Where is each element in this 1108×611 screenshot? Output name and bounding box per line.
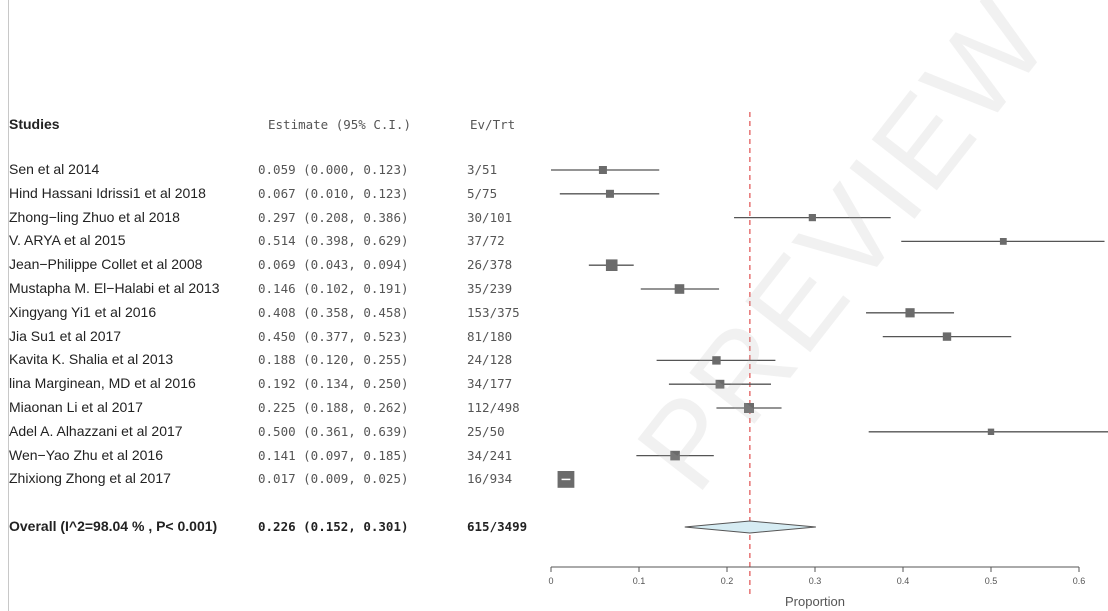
study-name: Xingyang Yi1 et al 2016: [9, 303, 157, 320]
events-total: 30/101: [467, 209, 513, 225]
x-tick-label: 0: [548, 576, 553, 586]
study-row: V. ARYA et al 2015 0.514 (0.398, 0.629) 37…: [0, 230, 1108, 252]
study-name: Wen−Yao Zhu et al 2016: [9, 446, 163, 463]
study-name: Jia Su1 et al 2017: [9, 327, 122, 344]
study-name: lina Marginean, MD et al 2016: [9, 375, 196, 392]
left-border-line: [8, 0, 9, 611]
estimate-ci: 0.192 (0.134, 0.250): [258, 376, 409, 392]
events-total: 81/180: [467, 328, 513, 344]
study-row: Miaonan Li et al 2017 0.225 (0.188, 0.262…: [0, 397, 1108, 419]
estimate-marker: [744, 403, 754, 413]
study-name: Hind Hassani Idrissi1 et al 2018: [9, 184, 206, 201]
estimate-ci: 0.059 (0.000, 0.123): [258, 162, 409, 177]
header-studies: Studies: [9, 116, 60, 132]
study-name: Zhong−ling Zhuo et al 2018: [9, 208, 180, 225]
estimate-marker: [715, 379, 725, 389]
events-total: 35/239: [467, 281, 513, 296]
estimate-ci: 0.408 (0.358, 0.458): [258, 304, 409, 320]
estimate-ci: 0.017 (0.009, 0.025): [258, 471, 409, 487]
estimate-ci: 0.297 (0.208, 0.386): [258, 209, 409, 225]
estimate-marker: [942, 332, 952, 341]
study-name: Overall (I^2=98.04 % , P< 0.001): [9, 518, 218, 534]
study-name: V. ARYA et al 2015: [9, 232, 126, 249]
events-total: 16/934: [467, 471, 513, 487]
estimate-marker: [674, 284, 685, 294]
x-tick-label: 0.6: [1073, 576, 1086, 586]
study-name: Kavita K. Shalia et al 2013: [9, 351, 174, 368]
study-row: Sen et al 2014 0.059 (0.000, 0.123) 3/51: [0, 159, 1108, 181]
events-total: 25/50: [467, 423, 505, 439]
estimate-ci: 0.146 (0.102, 0.191): [258, 281, 409, 296]
study-name: Jean−Philippe Collet et al 2008: [9, 256, 203, 273]
x-axis-label: Proportion: [785, 594, 845, 609]
study-row: Zhong−ling Zhuo et al 2018 0.297 (0.208, …: [0, 207, 1108, 229]
estimate-ci: 0.069 (0.043, 0.094): [258, 257, 409, 273]
header-estimate: Estimate (95% C.I.): [268, 117, 411, 132]
study-name: Adel A. Alhazzani et al 2017: [9, 422, 183, 439]
estimate-marker: [987, 428, 995, 435]
study-row: Xingyang Yi1 et al 2016 0.408 (0.358, 0.4…: [0, 302, 1108, 324]
events-total: 26/378: [467, 257, 513, 273]
estimate-marker: [605, 259, 618, 271]
estimate-ci: 0.450 (0.377, 0.523): [258, 328, 409, 344]
estimate-marker: [905, 308, 915, 318]
estimate-marker: [598, 166, 607, 174]
events-total: 24/128: [467, 352, 513, 368]
estimate-marker: [670, 450, 680, 461]
estimate-ci: 0.514 (0.398, 0.629): [258, 233, 409, 249]
events-total: 615/3499: [467, 519, 528, 534]
x-tick-label: 0.3: [809, 576, 822, 586]
x-tick-label: 0.2: [721, 576, 734, 586]
x-tick-label: 0.4: [897, 576, 910, 586]
estimate-ci: 0.500 (0.361, 0.639): [258, 423, 409, 439]
study-row: lina Marginean, MD et al 2016 0.192 (0.13…: [0, 373, 1108, 395]
study-row: Jean−Philippe Collet et al 2008 0.069 (0.…: [0, 254, 1108, 276]
study-name: Miaonan Li et al 2017: [9, 399, 143, 415]
events-total: 112/498: [467, 400, 520, 415]
estimate-marker: [808, 214, 816, 222]
study-row: Hind Hassani Idrissi1 et al 2018 0.067 (0…: [0, 183, 1108, 205]
x-tick-label: 0.5: [985, 576, 998, 586]
header-evtrt: Ev/Trt: [470, 117, 516, 132]
study-row: Jia Su1 et al 2017 0.450 (0.377, 0.523) 81…: [0, 326, 1108, 348]
events-total: 34/177: [467, 376, 513, 392]
events-total: 34/241: [467, 447, 513, 463]
overall-diamond: [684, 520, 816, 534]
estimate-ci: 0.141 (0.097, 0.185): [258, 447, 409, 463]
estimate-ci: 0.225 (0.188, 0.262): [258, 400, 409, 415]
estimate-ci: 0.226 (0.152, 0.301): [258, 519, 409, 534]
study-row: Wen−Yao Zhu et al 2016 0.141 (0.097, 0.18…: [0, 445, 1108, 467]
overall-row: Overall (I^2=98.04 % , P< 0.001) 0.226 (0…: [0, 516, 1108, 538]
events-total: 5/75: [467, 185, 498, 201]
study-row: Mustapha M. El−Halabi et al 2013 0.146 (0…: [0, 278, 1108, 300]
study-name: Zhixiong Zhong et al 2017: [9, 470, 171, 487]
study-row: Adel A. Alhazzani et al 2017 0.500 (0.361…: [0, 421, 1108, 443]
estimate-ci: 0.188 (0.120, 0.255): [258, 352, 409, 368]
estimate-marker: [999, 238, 1007, 245]
events-total: 37/72: [467, 233, 505, 249]
study-name: Sen et al 2014: [9, 161, 100, 177]
study-row: Zhixiong Zhong et al 2017 0.017 (0.009, 0…: [0, 468, 1108, 490]
estimate-ci: 0.067 (0.010, 0.123): [258, 185, 409, 201]
events-total: 3/51: [467, 162, 498, 177]
events-total: 153/375: [467, 304, 520, 320]
estimate-marker: [605, 189, 614, 198]
estimate-marker: [712, 356, 721, 365]
x-tick-label: 0.1: [633, 576, 646, 586]
study-name: Mustapha M. El−Halabi et al 2013: [9, 280, 220, 296]
study-row: Kavita K. Shalia et al 2013 0.188 (0.120,…: [0, 349, 1108, 371]
